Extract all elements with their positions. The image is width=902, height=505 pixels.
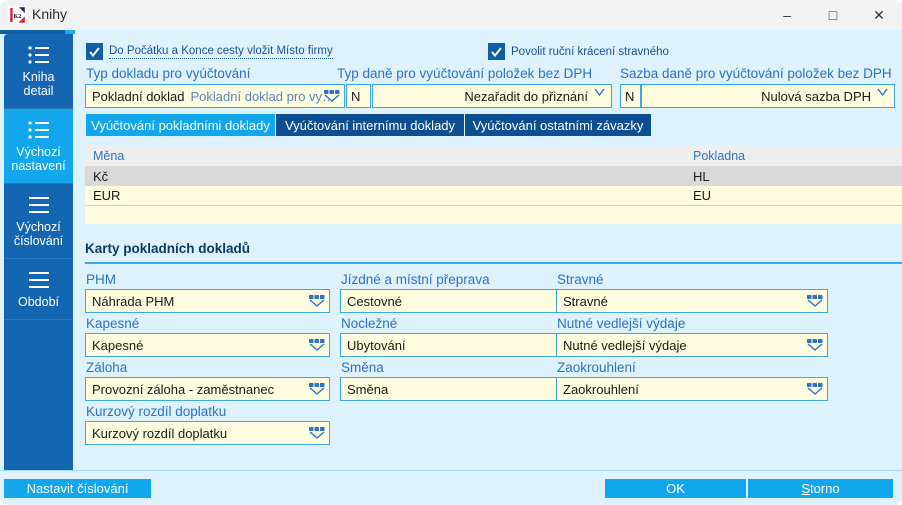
svg-text:K2: K2	[14, 14, 22, 20]
